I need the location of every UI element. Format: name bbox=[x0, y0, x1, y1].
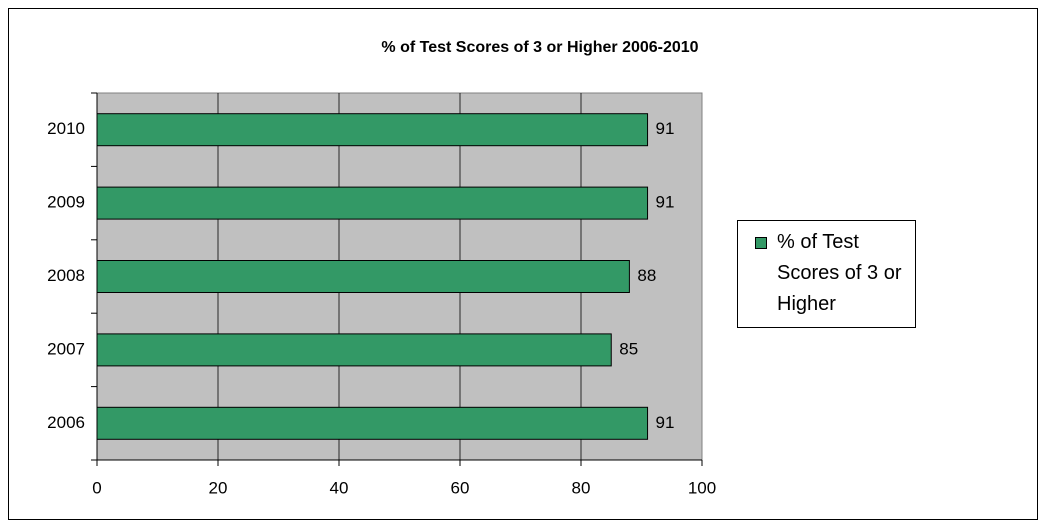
bar bbox=[96, 113, 649, 147]
bar bbox=[96, 333, 612, 367]
y-tick-label: 2006 bbox=[47, 413, 85, 432]
x-tick-label: 60 bbox=[451, 478, 470, 497]
x-tick-label: 20 bbox=[209, 478, 228, 497]
legend-box bbox=[737, 220, 916, 328]
x-tick-label: 0 bbox=[92, 478, 101, 497]
bar bbox=[96, 260, 630, 293]
x-tick-label: 80 bbox=[572, 478, 591, 497]
data-label: 91 bbox=[656, 119, 675, 138]
bar bbox=[96, 186, 649, 220]
data-label: 91 bbox=[656, 413, 675, 432]
legend-label: % of Test Scores of 3 or Higher bbox=[777, 231, 902, 315]
data-label: 85 bbox=[619, 339, 638, 358]
chart-title: % of Test Scores of 3 or Higher 2006-201… bbox=[381, 39, 698, 56]
x-tick-label: 40 bbox=[330, 478, 349, 497]
y-tick-label: 2010 bbox=[47, 119, 85, 138]
y-tick-label: 2009 bbox=[47, 193, 85, 212]
data-label: 88 bbox=[637, 266, 656, 285]
y-tick-label: 2008 bbox=[47, 266, 85, 285]
y-tick-label: 2007 bbox=[47, 339, 85, 358]
x-tick-label: 100 bbox=[688, 478, 716, 497]
data-label: 91 bbox=[656, 193, 675, 212]
legend-swatch bbox=[755, 237, 767, 249]
bar bbox=[96, 406, 649, 440]
